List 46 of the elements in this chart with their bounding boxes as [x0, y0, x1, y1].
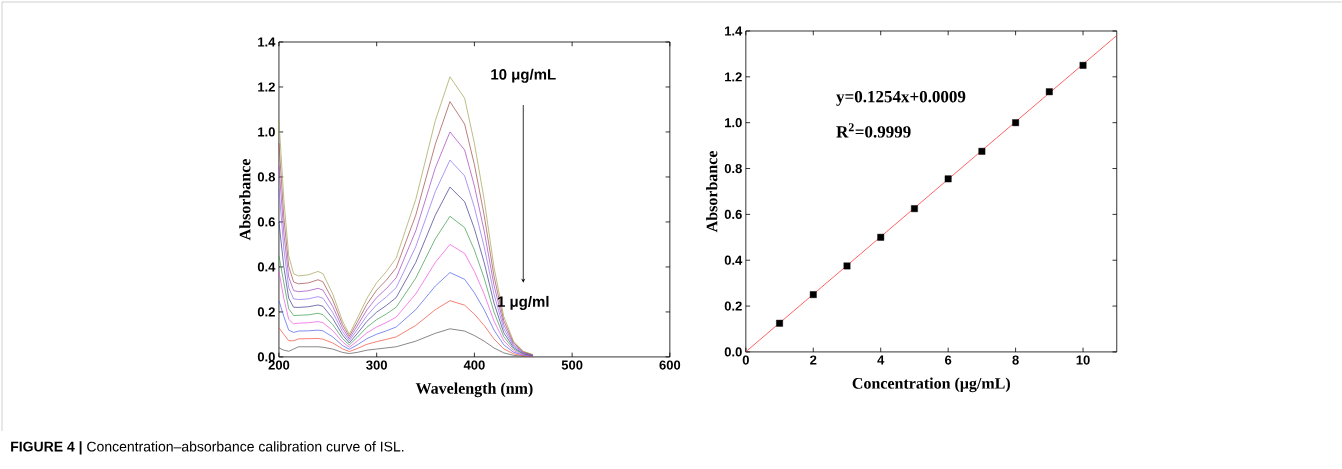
y-tick-label: 1.0	[725, 118, 742, 128]
point	[911, 205, 918, 213]
y-tick-label: 1.4	[258, 37, 276, 47]
x-tick-label: 600	[659, 360, 681, 370]
x-tick-label: 400	[463, 360, 485, 370]
y-tick-label: 1.4	[725, 26, 743, 36]
point	[1045, 88, 1053, 96]
annotation: y=0.1254x+0.0009	[836, 90, 966, 106]
y-tick-label: 0.2	[724, 301, 742, 311]
point	[843, 262, 851, 270]
x-tick-label: 10	[1076, 355, 1090, 365]
point	[944, 175, 952, 183]
y-tick-label: 0.4	[724, 255, 743, 265]
y-axis-title: Absorbance	[239, 159, 251, 241]
y-tick-label: 0.0	[257, 352, 275, 362]
annotation: 1 μg/ml	[497, 295, 549, 310]
y-tick-label: 0.4	[257, 262, 276, 272]
point	[809, 291, 817, 299]
x-axis-title: Wavelength (nm)	[415, 382, 533, 398]
point	[978, 147, 986, 155]
annotation: R$^{2}$=0.9999	[836, 123, 911, 138]
y-tick-label: 0.8	[257, 172, 276, 182]
x-tick-label: 500	[561, 360, 583, 370]
y-tick-label: 0.2	[257, 307, 275, 317]
y-tick-label: 0.6	[257, 217, 275, 227]
x-axis-title: Concentration (μg/mL)	[852, 377, 1010, 393]
point	[877, 233, 885, 241]
x-tick-label: 8	[1012, 355, 1019, 365]
x-tick-label: 4	[877, 355, 885, 365]
x-tick-label: 0	[742, 355, 749, 365]
annotation: 10 μg/mL	[491, 68, 556, 83]
x-tick-label: 300	[366, 360, 387, 370]
y-tick-label: 0.6	[724, 209, 742, 220]
y-tick-label: 1.0	[258, 127, 275, 137]
y-tick-label: 0.0	[724, 347, 742, 357]
y-tick-label: 1.2	[725, 72, 742, 82]
point	[776, 319, 783, 327]
x-tick-label: 200	[268, 360, 290, 370]
x-tick-label: 6	[945, 355, 952, 365]
y-tick-label: 0.8	[724, 163, 742, 174]
text: FIGURE 4 | Concentration–absorbance calibration curve of ISL.	[11, 441, 404, 455]
point	[1012, 119, 1019, 127]
point	[1079, 62, 1087, 69]
y-tick-label: 1.2	[258, 82, 275, 92]
x-tick-label: 2	[810, 355, 817, 365]
y-axis-title: Absorbance	[706, 151, 718, 233]
